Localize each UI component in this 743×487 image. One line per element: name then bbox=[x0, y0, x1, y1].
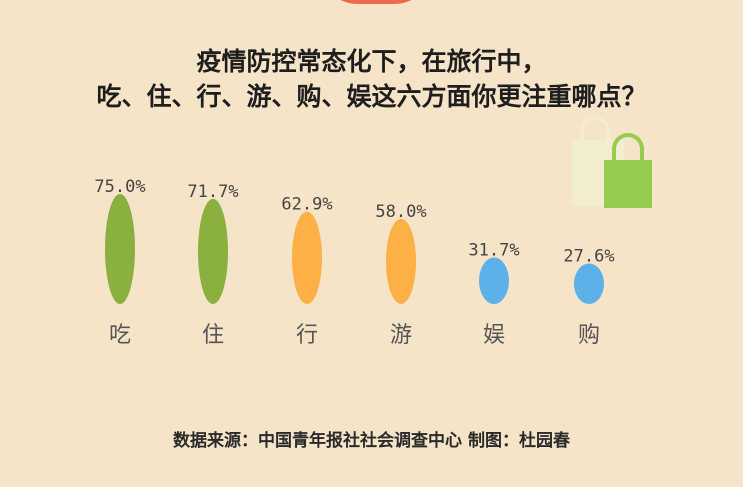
value-label-购: 27.6% bbox=[563, 247, 614, 267]
category-label-购: 购 bbox=[578, 323, 600, 348]
bar-行 bbox=[292, 211, 322, 304]
bar-吃 bbox=[105, 194, 135, 304]
bar-游 bbox=[386, 218, 416, 304]
title-line-2: 吃、住、行、游、购、娱这六方面你更注重哪点？ bbox=[96, 82, 647, 111]
value-label-娱: 31.7% bbox=[468, 241, 519, 261]
category-label-娱: 娱 bbox=[483, 323, 505, 348]
value-label-吃: 75.0% bbox=[94, 177, 145, 197]
category-label-游: 游 bbox=[390, 323, 412, 348]
bar-娱 bbox=[479, 257, 509, 304]
category-label-吃: 吃 bbox=[109, 323, 131, 348]
value-label-行: 62.9% bbox=[281, 195, 332, 215]
source-note: 数据来源：中国青年报社社会调查中心 制图：杜园春 bbox=[173, 431, 570, 451]
bar-购 bbox=[574, 263, 604, 305]
decorative-top-arc bbox=[318, 0, 434, 4]
category-label-住: 住 bbox=[202, 323, 224, 348]
shopping-bag-back-handle-icon bbox=[580, 116, 610, 148]
shopping-bag-front-handle-icon bbox=[612, 133, 644, 167]
value-label-游: 58.0% bbox=[375, 202, 426, 222]
title-line-1: 疫情防控常态化下，在旅行中， bbox=[196, 47, 547, 76]
shopping-bag-front-icon bbox=[604, 160, 652, 208]
category-label-行: 行 bbox=[296, 323, 318, 348]
bar-住 bbox=[198, 198, 228, 304]
chart-title: 疫情防控常态化下，在旅行中， 吃、住、行、游、购、娱这六方面你更注重哪点？ bbox=[0, 44, 743, 114]
value-label-住: 71.7% bbox=[187, 182, 238, 202]
